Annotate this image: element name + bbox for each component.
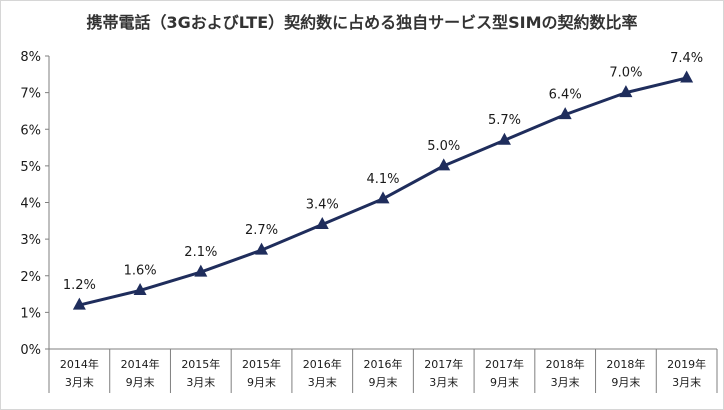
data-point-marker — [194, 264, 208, 277]
data-label: 5.7% — [488, 113, 521, 128]
data-label: 3.4% — [306, 197, 339, 212]
y-tick-label: 1% — [20, 306, 41, 321]
data-point-marker — [558, 107, 572, 120]
data-label: 1.2% — [63, 278, 96, 293]
y-tick-label: 4% — [20, 197, 41, 212]
x-tick-label-month: 9月末 — [611, 375, 640, 389]
data-point-marker — [376, 191, 390, 204]
data-label: 1.6% — [124, 263, 157, 278]
x-tick-label-year: 2016年 — [303, 357, 342, 371]
data-point-marker — [255, 242, 269, 255]
data-point-marker — [497, 132, 511, 145]
x-tick-label-year: 2014年 — [60, 357, 99, 371]
x-tick-label-year: 2018年 — [606, 357, 645, 371]
chart-title: 携帯電話（3GおよびLTE）契約数に占める独自サービス型SIMの契約数比率 — [86, 13, 638, 32]
x-tick-label-month: 3月末 — [186, 375, 215, 389]
data-label: 4.1% — [366, 172, 399, 187]
y-tick-label: 3% — [20, 233, 41, 248]
y-tick-label: 0% — [20, 343, 41, 358]
data-point-marker — [680, 70, 694, 83]
x-tick-label-month: 9月末 — [490, 375, 519, 389]
data-point-marker — [437, 158, 451, 171]
data-label: 2.1% — [184, 245, 217, 260]
x-tick-label-month: 9月末 — [247, 375, 276, 389]
x-tick-label-month: 9月末 — [126, 375, 155, 389]
x-tick-label-year: 2018年 — [546, 357, 585, 371]
x-tick-label-month: 3月末 — [672, 375, 701, 389]
y-tick-label: 5% — [20, 160, 41, 175]
y-tick-label: 8% — [20, 50, 41, 65]
x-tick-label-month: 9月末 — [369, 375, 398, 389]
data-point-marker — [133, 282, 147, 295]
x-tick-label-year: 2014年 — [121, 357, 160, 371]
x-tick-label-month: 3月末 — [551, 375, 580, 389]
data-label: 2.7% — [245, 223, 278, 238]
x-tick-label-year: 2015年 — [242, 357, 281, 371]
y-tick-label: 7% — [20, 87, 41, 102]
x-tick-label-month: 3月末 — [65, 375, 94, 389]
data-point-marker — [315, 217, 329, 230]
data-label: 7.4% — [670, 51, 703, 66]
data-point-marker — [619, 85, 633, 98]
x-tick-label-month: 3月末 — [308, 375, 337, 389]
x-tick-label-year: 2019年 — [667, 357, 706, 371]
x-tick-label-year: 2016年 — [364, 357, 403, 371]
data-label: 7.0% — [609, 66, 642, 81]
y-tick-label: 2% — [20, 270, 41, 285]
x-tick-label-year: 2015年 — [181, 357, 220, 371]
x-tick-label-year: 2017年 — [424, 357, 463, 371]
x-tick-label-month: 3月末 — [429, 375, 458, 389]
y-tick-label: 6% — [20, 123, 41, 138]
data-label: 6.4% — [549, 88, 582, 103]
data-point-marker — [72, 297, 86, 310]
data-label: 5.0% — [427, 139, 460, 154]
x-tick-label-year: 2017年 — [485, 357, 524, 371]
